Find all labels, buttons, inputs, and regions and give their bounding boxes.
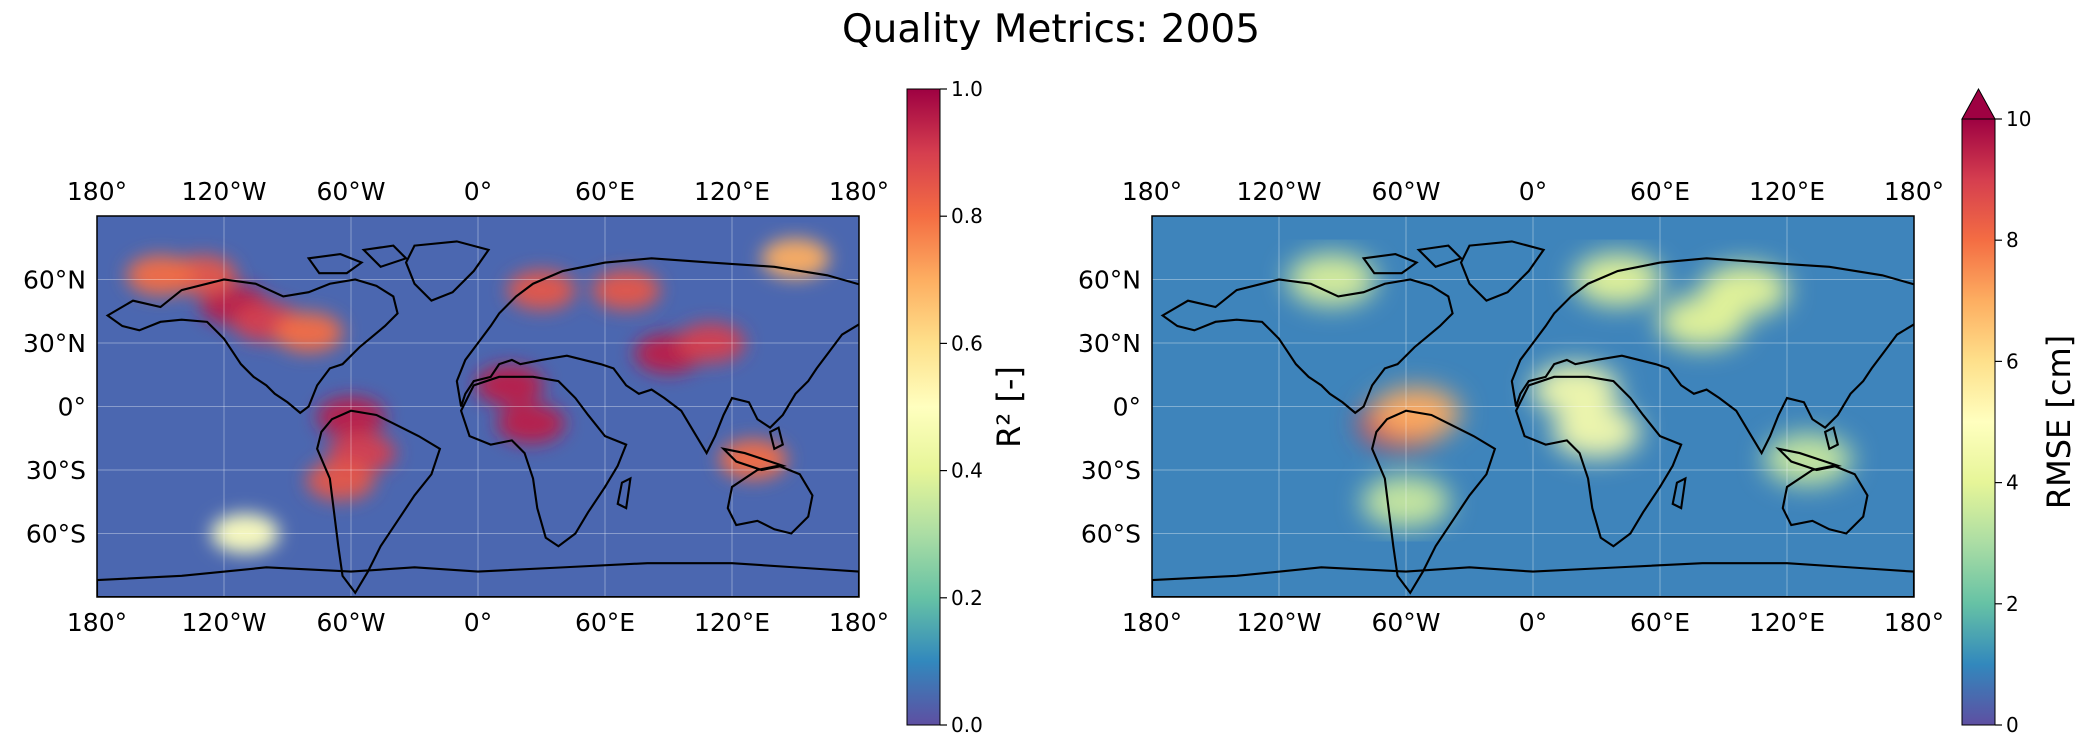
colorbar-tick-label: 4 [2006, 471, 2019, 495]
top-lon-tick-label: 60°E [575, 177, 635, 206]
rmse-map-panel: 180° 180° 120°W 120°W 60°W 60°W 0° 0° 60°E 60°E 12… [1078, 177, 1944, 637]
bottom-lon-tick-label: 60°E [1630, 608, 1690, 637]
colorbar-tick-label: 0.6 [951, 331, 983, 355]
colorbar-tick-label: 0.4 [951, 459, 983, 483]
colorbar-tick-label: 0 [2006, 713, 2019, 737]
bottom-lon-tick-label: 0° [464, 608, 492, 637]
rmse-field-layer [1287, 253, 1853, 528]
top-lon-tick-label: 180° [829, 177, 889, 206]
r2-colorbar: 0.0 0.2 0.4 0.6 0.8 1.0 R² [-] [906, 77, 1028, 737]
rmse-colorbar: 0 2 4 6 8 10 RMSE [cm] [1961, 87, 2078, 737]
lat-tick-label: 30°N [23, 329, 86, 358]
rmse-colorbar-extend-arrow [1961, 87, 1996, 120]
colorbar-tick-label: 0.2 [951, 586, 983, 610]
bottom-lon-tick-label: 180° [1122, 608, 1182, 637]
rmse-field-hotspot [1287, 253, 1376, 306]
top-lon-tick-label: 180° [67, 177, 127, 206]
colorbar-tick-label: 8 [2006, 228, 2019, 252]
r2-map-frame [96, 215, 860, 598]
rmse-field-hotspot [1362, 475, 1450, 528]
r2-field-hotspot [676, 323, 745, 363]
colorbar-tick-label: 0.8 [951, 204, 983, 228]
rmse-field-hotspot [1700, 264, 1789, 317]
lat-tick-label: 30°S [1081, 456, 1141, 485]
r2-field-hotspot [496, 403, 565, 444]
rmse-map-frame [1151, 215, 1915, 598]
rmse-field-hotspot [1764, 433, 1853, 486]
colorbar-tick-label: 0.0 [951, 713, 983, 737]
top-lon-tick-label: 120°W [1237, 177, 1322, 206]
lat-tick-label: 60°S [1081, 520, 1141, 549]
bottom-lon-tick-label: 120°W [1237, 608, 1322, 637]
colorbar-tick-label: 2 [2006, 592, 2019, 616]
bottom-lon-tick-label: 120°E [694, 608, 770, 637]
r2-field-layer [126, 238, 830, 554]
bottom-lon-tick-label: 180° [829, 608, 889, 637]
rmse-colorbar-gradient [1961, 118, 1996, 726]
lat-tick-label: 30°N [1078, 329, 1141, 358]
figure-title: Quality Metrics: 2005 [842, 7, 1260, 52]
r2-field-hotspot [719, 439, 788, 480]
r2-field-hotspot [126, 255, 195, 296]
rmse-colorbar-label: RMSE [cm] [2040, 335, 2078, 509]
r2-field-hotspot [592, 270, 661, 311]
lat-tick-label: 0° [1113, 393, 1141, 422]
bottom-lon-tick-label: 180° [67, 608, 127, 637]
lat-tick-label: 30°S [26, 456, 86, 485]
top-lon-tick-label: 0° [1519, 177, 1547, 206]
top-lon-tick-label: 60°W [1371, 177, 1440, 206]
r2-axis-ticks: 180° 180° 120°W 120°W 60°W 60°W 0° 0° 60°E 60°E 12… [23, 177, 889, 637]
colorbar-tick-label: 1.0 [951, 77, 983, 101]
r2-field-hotspot [306, 460, 375, 501]
top-lon-tick-label: 180° [1884, 177, 1944, 206]
top-lon-tick-label: 60°E [1630, 177, 1690, 206]
rmse-colorbar-ticks: 0 2 4 6 8 10 [1995, 107, 2031, 737]
lat-tick-label: 60°N [1078, 266, 1141, 295]
top-lon-tick-label: 60°W [316, 177, 385, 206]
bottom-lon-tick-label: 180° [1884, 608, 1944, 637]
rmse-field-hotspot [1552, 405, 1641, 458]
rmse-axis-ticks: 180° 180° 120°W 120°W 60°W 60°W 0° 0° 60°E 60°E 12… [1078, 177, 1944, 637]
r2-field-hotspot [211, 513, 280, 554]
top-lon-tick-label: 120°W [182, 177, 267, 206]
bottom-lon-tick-label: 60°E [575, 608, 635, 637]
lat-tick-label: 60°N [23, 266, 86, 295]
bottom-lon-tick-label: 60°W [1371, 608, 1440, 637]
lat-tick-label: 0° [58, 393, 86, 422]
lat-tick-label: 60°S [26, 520, 86, 549]
bottom-lon-tick-label: 120°W [182, 608, 267, 637]
colorbar-tick-label: 10 [2006, 107, 2031, 131]
top-lon-tick-label: 0° [464, 177, 492, 206]
r2-field-hotspot [274, 312, 343, 353]
colorbar-tick-label: 6 [2006, 349, 2019, 373]
top-lon-tick-label: 120°E [694, 177, 770, 206]
bottom-lon-tick-label: 0° [1519, 608, 1547, 637]
r2-field-hotspot [317, 397, 385, 438]
top-lon-tick-label: 120°E [1749, 177, 1825, 206]
r2-field-hotspot [507, 270, 576, 311]
r2-field-hotspot [475, 365, 544, 406]
r2-map-panel: 180° 180° 120°W 120°W 60°W 60°W 0° 0° 60°E 60°E 12… [23, 177, 889, 637]
bottom-lon-tick-label: 60°W [316, 608, 385, 637]
r2-colorbar-label: R² [-] [990, 366, 1028, 448]
r2-colorbar-ticks: 0.0 0.2 0.4 0.6 0.8 1.0 [940, 77, 983, 737]
r2-colorbar-gradient [906, 88, 941, 726]
bottom-lon-tick-label: 120°E [1749, 608, 1825, 637]
r2-field-hotspot [761, 238, 830, 279]
top-lon-tick-label: 180° [1122, 177, 1182, 206]
